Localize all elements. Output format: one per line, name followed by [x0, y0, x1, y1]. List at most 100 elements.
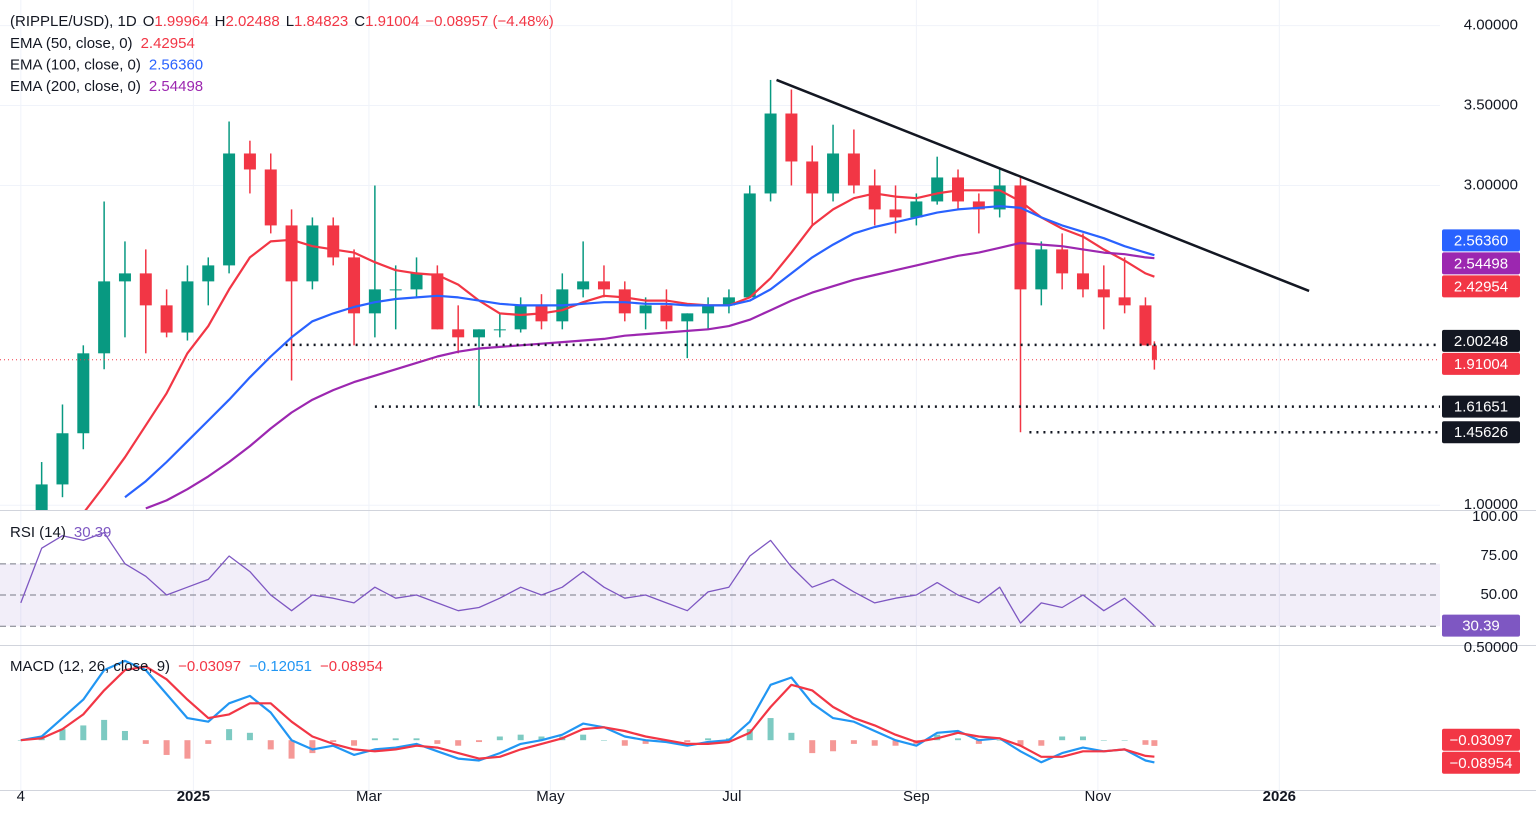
x-tick-label: 2025 [177, 788, 210, 805]
candle-body [35, 484, 48, 510]
ema-line [145, 241, 1155, 510]
price-label: −0.03097 [1450, 732, 1513, 749]
y-tick-label: 3.00000 [1464, 176, 1518, 193]
macd-histogram-bar [538, 736, 545, 741]
price-label-box [1442, 751, 1520, 774]
macd-histogram-bar [59, 729, 66, 741]
macd-histogram-bar [1151, 740, 1158, 746]
ohlc-value: 1.99964 [154, 13, 208, 30]
x-tick-label: Nov [1085, 788, 1112, 805]
rsi-pane [0, 531, 1440, 627]
macd-histogram-bar [850, 740, 857, 744]
candle-body [702, 305, 715, 314]
candle-body [410, 273, 423, 290]
series-value: 2.56360 [149, 56, 203, 73]
series-name: EMA (100, close, 0) [10, 56, 141, 73]
candle-body [348, 257, 361, 314]
series-name: EMA (200, close, 0) [10, 78, 141, 95]
rsi-value: 30.39 [74, 524, 112, 541]
macd-histogram-bar [1121, 740, 1128, 741]
candle-body [56, 433, 69, 485]
macd-histogram-bar [309, 740, 316, 754]
macd-histogram-bar [788, 732, 795, 741]
macd-histogram-bar [600, 740, 607, 741]
ema-line [84, 189, 1155, 510]
macd-histogram-bar [1142, 740, 1149, 745]
candle-body [743, 193, 756, 298]
legend-row: EMA (200, close, 0) 2.54498 [10, 78, 203, 95]
legend-row: MACD (12, 26, close, 9) −0.03097 −0.12051−… [10, 658, 383, 675]
macd-histogram-bar [80, 725, 87, 741]
macd-histogram-bar [288, 740, 295, 759]
candle-body [806, 161, 819, 194]
macd-histogram-bar [996, 740, 1003, 741]
ohlc-label: H [215, 13, 226, 30]
macd-histogram-bar [163, 740, 170, 755]
price-label: 1.91004 [1454, 356, 1508, 373]
rsi-title: RSI (14) [10, 524, 66, 541]
macd-histogram-bar [246, 732, 253, 741]
macd-histogram-bar [226, 729, 233, 741]
price-label: 1.45626 [1454, 424, 1508, 441]
price-pane [0, 78, 1440, 510]
macd-histogram-bar [392, 738, 399, 741]
candle-body [827, 153, 840, 194]
price-label-box [1442, 421, 1520, 444]
candle-body [910, 201, 923, 218]
macd-histogram-bar [684, 740, 691, 743]
candle-body [639, 305, 652, 314]
x-tick-label: 2026 [1263, 788, 1296, 805]
candle-body [160, 305, 173, 333]
macd-histogram-bar [455, 740, 462, 746]
x-tick-label: Mar [356, 788, 382, 805]
symbol: (RIPPLE/USD), 1D [10, 13, 137, 30]
macd-histogram-bar [809, 740, 816, 754]
price-label-box [1442, 275, 1520, 298]
y-tick-label: 4.00000 [1464, 17, 1518, 34]
macd-histogram-bar [1059, 736, 1066, 741]
macd-tick-label: 0.50000 [1464, 639, 1518, 656]
candle-body [118, 273, 131, 282]
axes: 4 2025 Mar May Jul Sep Nov 2026 4.00000 3.50000 3.… [17, 17, 1520, 805]
macd-histogram-bar [476, 740, 483, 743]
price-label-box [1442, 229, 1520, 252]
legend-row: EMA (50, close, 0) 2.42954 [10, 35, 195, 52]
candle-body [1035, 249, 1048, 290]
macd-histogram-bar [267, 740, 274, 750]
candle-body [243, 153, 256, 170]
macd-line [20, 659, 1155, 764]
candle-body [77, 353, 90, 434]
macd-histogram-bar [642, 740, 649, 744]
price-label: 2.56360 [1454, 232, 1508, 249]
y-tick-label: 3.50000 [1464, 96, 1518, 113]
macd-histogram-bar [330, 740, 337, 743]
candle-body [264, 169, 277, 226]
candle-body [931, 177, 944, 202]
macd-histogram-bar [746, 729, 753, 741]
price-label: −0.08954 [1450, 755, 1513, 772]
candle-body [764, 113, 777, 194]
macd-histogram-bar [871, 740, 878, 746]
macd-histogram-bar [434, 740, 441, 744]
candle-body [202, 265, 215, 282]
candle-body [181, 281, 194, 333]
candle-body [431, 273, 444, 330]
candle-body [389, 289, 402, 291]
candle-body [327, 225, 340, 258]
series-name: EMA (50, close, 0) [10, 35, 133, 52]
price-label-box [1442, 329, 1520, 352]
price-label-box [1442, 395, 1520, 418]
candle-body [223, 153, 236, 266]
macd-value: −0.12051 [249, 658, 312, 675]
candle-body [285, 225, 298, 282]
candle-body [1118, 297, 1131, 306]
price-label-box [1442, 252, 1520, 275]
macd-histogram-bar [1100, 740, 1107, 741]
macd-histogram-bar [621, 740, 628, 746]
candle-body [889, 209, 902, 218]
macd-histogram-bar [1017, 740, 1024, 746]
x-tick-label: May [536, 788, 565, 805]
signal-value: −0.08954 [320, 658, 383, 675]
macd-histogram-bar [205, 740, 212, 744]
